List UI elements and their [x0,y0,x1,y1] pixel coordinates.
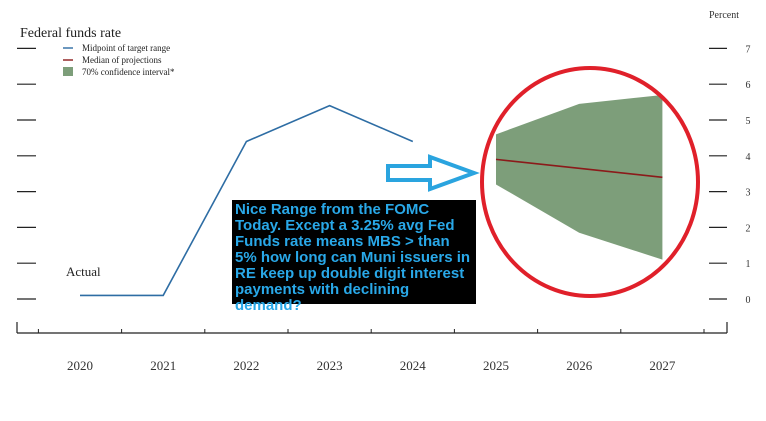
y-axis-ticks: 0 1 2 3 4 5 6 7 [17,44,751,306]
y-tick-label: 5 [746,116,751,127]
x-tick-label: 2024 [400,358,427,373]
x-tick-label: 2021 [150,358,176,373]
x-tick-label: 2023 [317,358,343,373]
series-layer [80,104,663,297]
y-tick-label: 3 [746,188,751,199]
y-axis-unit-label: Percent [709,10,739,21]
x-tick-label: 2022 [233,358,259,373]
pointer-arrow [386,154,480,192]
actual-label: Actual [66,264,101,279]
x-tick-label: 2020 [67,358,93,373]
y-tick-label: 6 [746,80,751,91]
actual-rate-line [80,104,414,297]
legend: Midpoint of target range Median of projec… [63,43,175,77]
y-tick-label: 0 [746,295,751,306]
highlight-ellipse [480,66,700,298]
x-tick-label: 2026 [566,358,593,373]
legend-entry-label: Midpoint of target range [82,43,170,53]
x-tick-label: 2025 [483,358,509,373]
x-axis: 2020 2021 2022 2023 2024 2025 2026 2027 [16,322,728,373]
y-tick-label: 7 [746,44,751,55]
median-projection-line [495,158,663,179]
y-tick-label: 4 [746,152,751,163]
chart-title: Federal funds rate [20,26,121,41]
confidence-band [496,94,663,260]
x-tick-label: 2027 [649,358,676,373]
legend-swatch-band [63,67,73,76]
annotation-callout: Nice Range from the FOMC Today. Except a… [232,200,476,314]
legend-entry-label: 70% confidence interval* [82,67,175,77]
y-tick-label: 2 [746,223,751,234]
confidence-band-layer [496,94,663,260]
y-tick-label: 1 [746,259,751,270]
legend-entry-label: Median of projections [82,55,162,65]
